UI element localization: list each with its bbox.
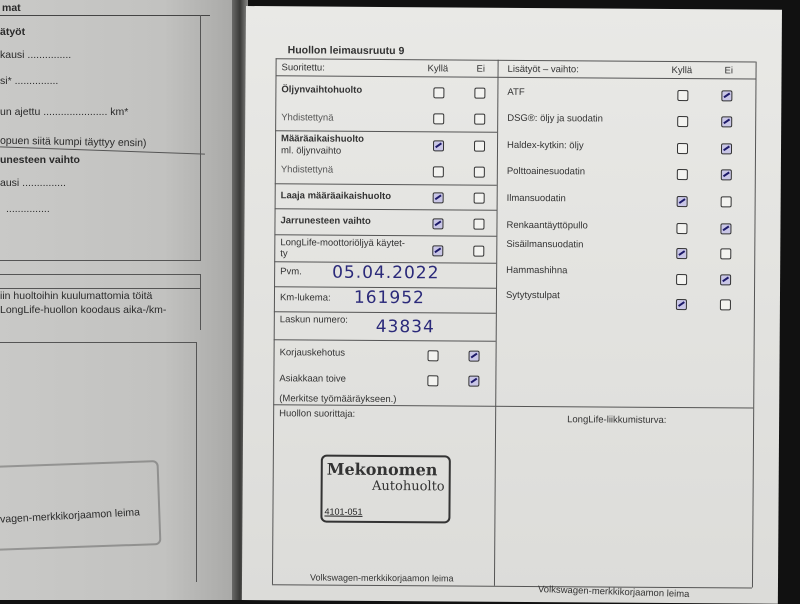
left-text: si* ............... <box>0 75 59 87</box>
checkbox-yes[interactable] <box>432 192 444 204</box>
checkbox-yes[interactable] <box>676 169 688 181</box>
left-text: unesteen vaihto <box>0 154 80 166</box>
row-label: Sytytystulpat <box>505 289 560 302</box>
checkbox-no[interactable] <box>474 87 486 99</box>
checkbox-no[interactable] <box>720 196 732 208</box>
checkbox-yes[interactable] <box>433 87 445 99</box>
note: (Merkitse työmääräykseen.) <box>279 393 397 406</box>
checkbox-no[interactable] <box>720 223 732 235</box>
checkbox-no[interactable] <box>473 192 485 204</box>
row-label: DSG®: öljy ja suodatin <box>507 112 603 125</box>
row-label: Yhdistettynä <box>281 112 334 124</box>
invoice-label: Laskun numero: <box>279 314 348 326</box>
header-suoritettu: Suoritettu: <box>281 62 325 74</box>
row-sublabel: ty <box>280 248 288 260</box>
row-label: Laaja määräaikaishuolto <box>280 190 392 203</box>
checkbox-no[interactable] <box>474 113 486 125</box>
checkbox-no[interactable] <box>473 245 485 257</box>
right-page: Huollon leimausruutu 9 Suoritettu: Kyllä… <box>241 6 782 604</box>
left-text: kausi ............... <box>0 49 72 61</box>
row-label: Hammashihna <box>506 264 568 277</box>
header-yes: Kyllä <box>671 64 693 77</box>
left-text: mat <box>2 2 21 14</box>
row-label: Asiakkaan toive <box>279 373 346 385</box>
header-yes: Kyllä <box>427 63 449 75</box>
checkbox-no[interactable] <box>473 140 486 152</box>
checkbox-yes[interactable] <box>676 274 688 286</box>
row-label: Renkaantäyttöpullo <box>506 219 588 232</box>
left-page: mat ätyöt kausi ............... si* ....… <box>0 0 234 600</box>
km-label: Km-lukema: <box>279 292 331 304</box>
footer-left: Volkswagen-merkkikorjaamon leima <box>309 572 454 584</box>
checkbox-no[interactable] <box>721 90 733 102</box>
checkbox-yes[interactable] <box>676 248 688 260</box>
checkbox-yes[interactable] <box>676 143 689 155</box>
row-label: Jarrunesteen vaihto <box>280 215 371 227</box>
date-label: Pvm. <box>280 266 302 278</box>
performer-label: Huollon suorittaja: <box>279 408 356 420</box>
checkbox-no[interactable] <box>720 248 732 260</box>
row-label: Sisäilmansuodatin <box>506 238 584 251</box>
left-text: LongLife-huollon koodaus aika-/km- <box>0 304 167 316</box>
header-no: Ei <box>724 65 734 77</box>
checkbox-no[interactable] <box>473 166 485 178</box>
checkbox-yes[interactable] <box>677 90 689 102</box>
stamp-line2: Autohuolto <box>372 478 445 495</box>
checkbox-no[interactable] <box>720 274 732 286</box>
page-title: Huollon leimausruutu 9 <box>287 44 405 58</box>
checkbox-no[interactable] <box>468 375 480 387</box>
workshop-stamp: Mekonomen Autohuolto 4101-051 <box>320 454 451 524</box>
row-label: Haldex-kytkin: öljy <box>506 139 584 152</box>
invoice-value[interactable]: 43834 <box>375 316 435 338</box>
km-value[interactable]: 161952 <box>353 287 425 309</box>
row-label: Polttoainesuodatin <box>506 165 586 178</box>
checkbox-yes[interactable] <box>432 218 444 230</box>
checkbox-yes[interactable] <box>676 223 688 235</box>
row-label: Määräaikaishuolto <box>281 133 365 145</box>
row-label: LongLife-moottoriöljyä käytet- <box>280 237 406 250</box>
checkbox-yes[interactable] <box>427 375 439 387</box>
stamp-line1: Mekonomen <box>326 459 438 480</box>
checkbox-no[interactable] <box>468 350 480 362</box>
checkbox-yes[interactable] <box>677 116 689 128</box>
left-text: un ajettu ...................... km* <box>0 106 129 118</box>
row-label: Yhdistettynä <box>280 164 334 176</box>
left-text: iin huoltoihin kuulumattomia töitä <box>0 290 153 302</box>
checkbox-no[interactable] <box>721 116 733 128</box>
checkbox-yes[interactable] <box>427 350 439 362</box>
checkbox-no[interactable] <box>720 143 733 155</box>
checkbox-yes[interactable] <box>676 196 688 208</box>
checkbox-yes[interactable] <box>432 245 444 257</box>
row-sublabel: ml. öljynvaihto <box>280 145 342 157</box>
left-text: ausi ............... <box>0 177 66 189</box>
date-value[interactable]: 05.04.2022 <box>332 262 440 284</box>
checkbox-yes[interactable] <box>432 140 445 152</box>
checkbox-no[interactable] <box>473 218 485 230</box>
left-text: ............... <box>6 203 50 215</box>
header-no: Ei <box>476 63 486 75</box>
row-label: Korjauskehotus <box>279 347 346 359</box>
checkbox-yes[interactable] <box>675 299 687 311</box>
checkbox-no[interactable] <box>720 169 732 181</box>
stamp-code: 4101-051 <box>324 506 363 517</box>
header-lisatyot: Lisätyöt – vaihto: <box>507 63 579 76</box>
checkbox-no[interactable] <box>719 299 731 311</box>
row-label: Öljynvaihtohuolto <box>281 84 363 96</box>
left-text: ätyöt <box>0 26 26 38</box>
checkbox-yes[interactable] <box>433 113 445 125</box>
checkbox-yes[interactable] <box>432 166 444 178</box>
row-label: ATF <box>507 86 525 98</box>
longlife-label: LongLife-liikkumisturva: <box>567 414 667 426</box>
row-label: Ilmansuodatin <box>506 192 566 205</box>
